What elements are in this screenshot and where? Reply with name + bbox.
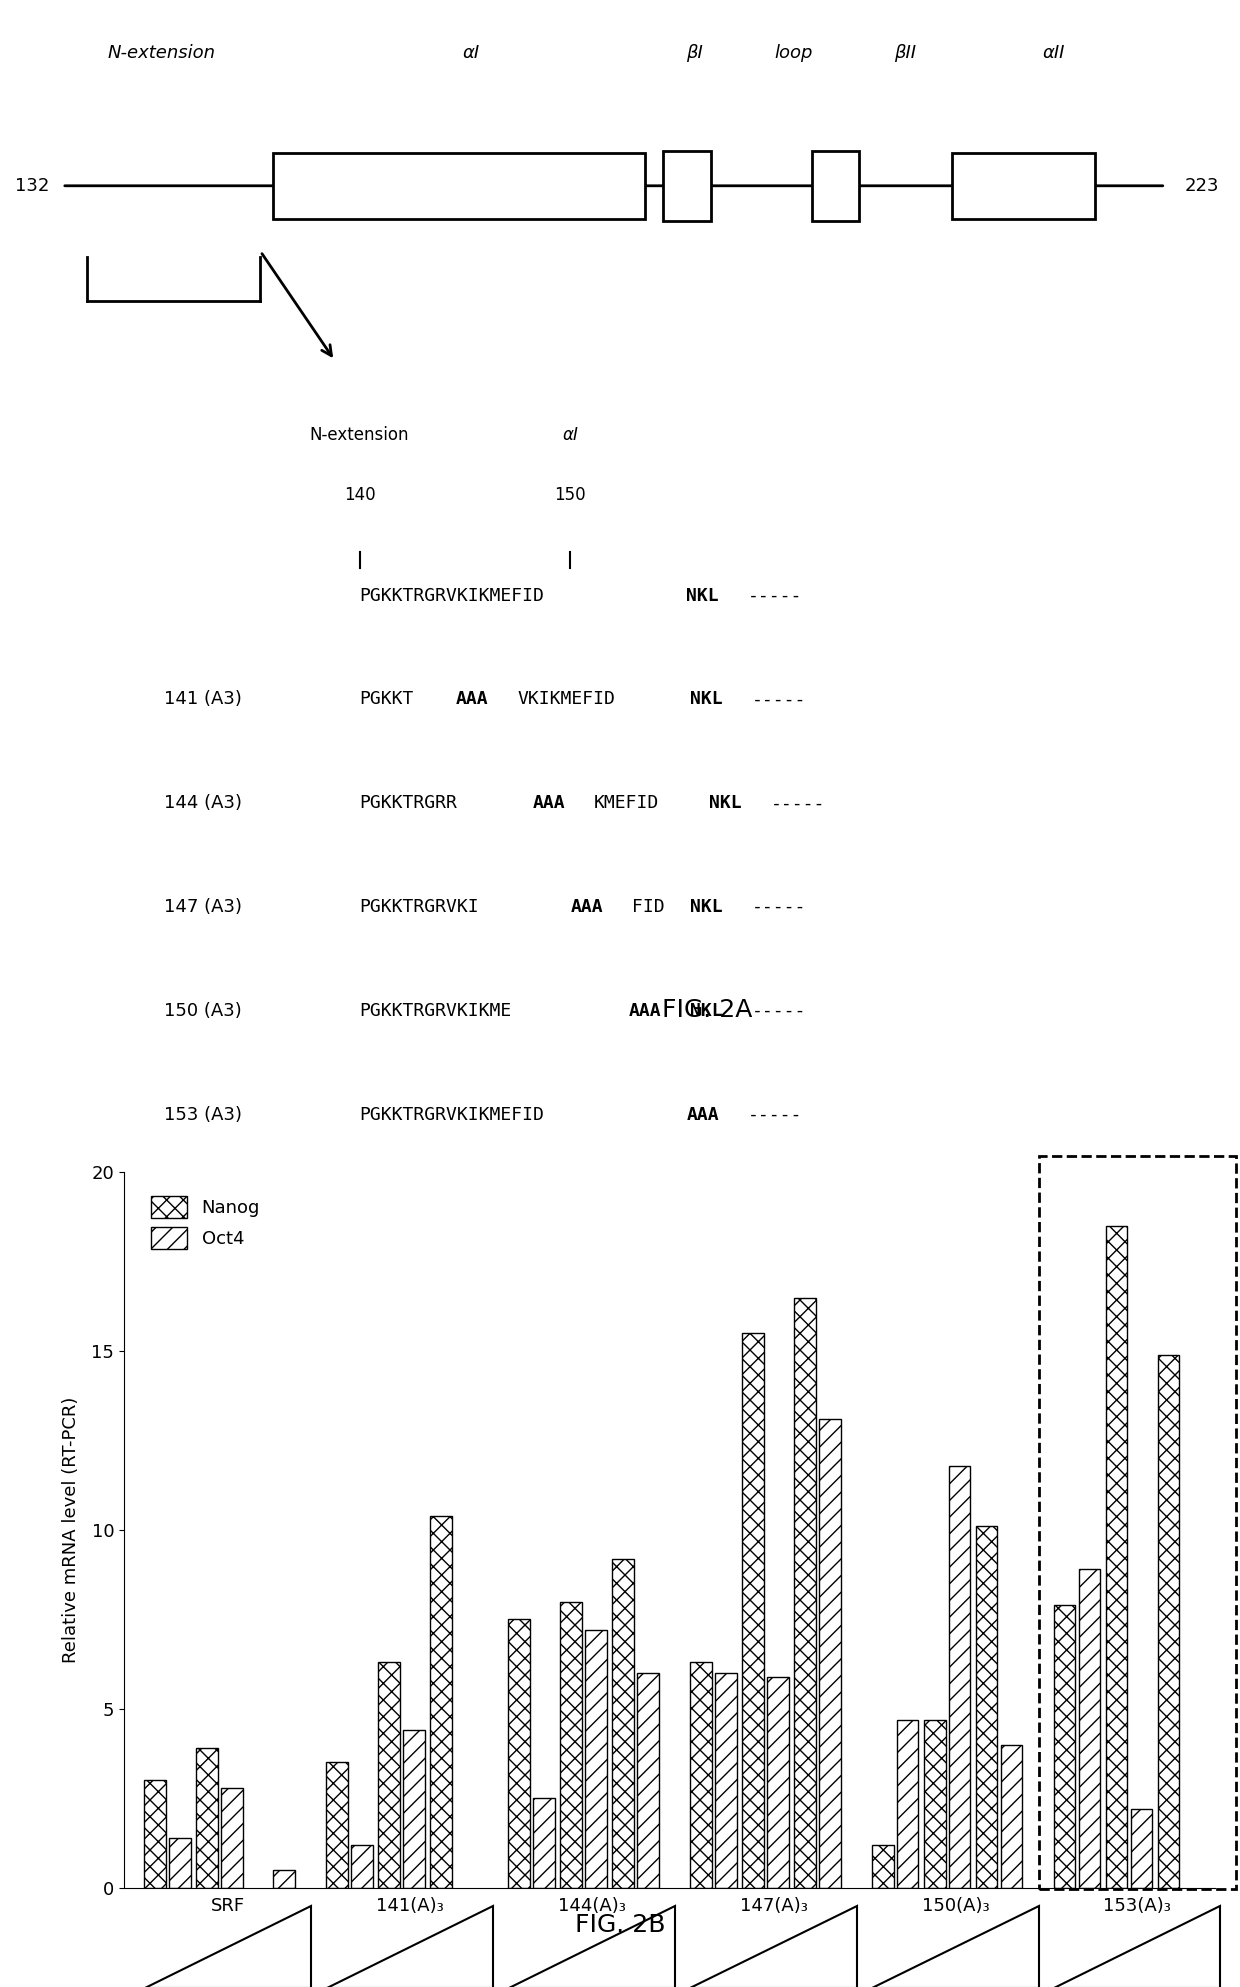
Text: -----: -----: [748, 1105, 802, 1125]
Text: 150 (A3): 150 (A3): [164, 1001, 242, 1019]
Bar: [508, 1619, 529, 1888]
Polygon shape: [326, 1906, 494, 1987]
Text: AAA: AAA: [687, 1105, 719, 1125]
Text: KMEFID: KMEFID: [594, 795, 660, 813]
Bar: [766, 1677, 789, 1888]
Text: -----: -----: [751, 689, 806, 709]
Text: αII: αII: [1043, 44, 1065, 62]
Bar: [403, 1731, 425, 1888]
Polygon shape: [872, 1906, 1039, 1987]
Bar: [976, 1526, 997, 1888]
Text: AAA: AAA: [456, 689, 489, 709]
Text: N-extension: N-extension: [310, 427, 409, 445]
Text: 153 (A3): 153 (A3): [164, 1105, 242, 1125]
Bar: [794, 1298, 816, 1888]
Text: PGKKTRGRVKIKME: PGKKTRGRVKIKME: [360, 1001, 512, 1019]
Bar: [1079, 1570, 1100, 1888]
Text: βI: βI: [686, 44, 703, 62]
Text: 132: 132: [15, 177, 50, 195]
Text: FID: FID: [632, 898, 665, 916]
Text: VKIKMEFID: VKIKMEFID: [517, 689, 615, 709]
Text: 150: 150: [554, 487, 587, 505]
Text: -----: -----: [748, 586, 802, 604]
Bar: [689, 1663, 712, 1888]
Text: 147 (A3): 147 (A3): [164, 898, 242, 916]
Text: PGKKTRGRR: PGKKTRGRR: [360, 795, 458, 813]
Text: NKL: NKL: [689, 898, 723, 916]
Bar: [949, 1466, 971, 1888]
Bar: [637, 1673, 658, 1888]
Bar: [273, 153, 645, 219]
Bar: [663, 151, 711, 221]
Bar: [1157, 1355, 1179, 1888]
Text: αI: αI: [463, 44, 480, 62]
Text: 144 (A3): 144 (A3): [164, 795, 242, 813]
Text: FIG. 2A: FIG. 2A: [662, 997, 751, 1021]
Bar: [533, 1798, 554, 1888]
Bar: [196, 1749, 218, 1888]
Text: 141 (A3): 141 (A3): [164, 689, 242, 709]
Polygon shape: [1054, 1906, 1220, 1987]
Bar: [872, 1844, 894, 1888]
Text: loop: loop: [775, 44, 812, 62]
Text: PGKKTRGRVKI: PGKKTRGRVKI: [360, 898, 479, 916]
Text: NKL: NKL: [687, 586, 719, 604]
Text: αI: αI: [563, 427, 578, 445]
Text: NKL: NKL: [709, 795, 742, 813]
Polygon shape: [145, 1906, 311, 1987]
Bar: [378, 1663, 401, 1888]
Text: NKL: NKL: [689, 689, 723, 709]
Bar: [169, 1838, 191, 1888]
Bar: [1054, 1605, 1075, 1888]
Bar: [585, 1629, 606, 1888]
Text: AAA: AAA: [570, 898, 604, 916]
Text: 140: 140: [343, 487, 376, 505]
Bar: [611, 1558, 634, 1888]
Bar: [812, 151, 859, 221]
Bar: [221, 1788, 243, 1888]
Bar: [144, 1780, 166, 1888]
Bar: [326, 1762, 348, 1888]
Text: N-extension: N-extension: [107, 44, 216, 62]
Bar: [1131, 1808, 1152, 1888]
Text: PGKKT: PGKKT: [360, 689, 414, 709]
Bar: [351, 1844, 373, 1888]
Text: AAA: AAA: [629, 1001, 661, 1019]
Bar: [897, 1719, 919, 1888]
Text: -----: -----: [751, 1001, 806, 1019]
Text: FIG. 2B: FIG. 2B: [575, 1913, 665, 1937]
Text: 223: 223: [1184, 177, 1219, 195]
Text: -----: -----: [770, 795, 825, 813]
Y-axis label: Relative mRNA level (RT-PCR): Relative mRNA level (RT-PCR): [62, 1397, 81, 1663]
Text: PGKKTRGRVKIKMEFID: PGKKTRGRVKIKMEFID: [360, 1105, 544, 1125]
Text: PGKKTRGRVKIKMEFID: PGKKTRGRVKIKMEFID: [360, 586, 544, 604]
Bar: [742, 1333, 764, 1888]
Bar: [924, 1719, 946, 1888]
Legend: Nanog, Oct4: Nanog, Oct4: [144, 1188, 268, 1256]
Bar: [273, 1870, 295, 1888]
Text: βII: βII: [894, 44, 916, 62]
Bar: [430, 1516, 451, 1888]
Text: NKL: NKL: [689, 1001, 723, 1019]
Text: AAA: AAA: [533, 795, 565, 813]
Bar: [1106, 1226, 1127, 1888]
Text: -----: -----: [751, 898, 806, 916]
Bar: [818, 1419, 841, 1888]
Bar: [560, 1602, 582, 1888]
Polygon shape: [508, 1906, 675, 1987]
Polygon shape: [691, 1906, 857, 1987]
Bar: [1001, 1745, 1023, 1888]
Bar: [714, 1673, 737, 1888]
Bar: [952, 153, 1095, 219]
